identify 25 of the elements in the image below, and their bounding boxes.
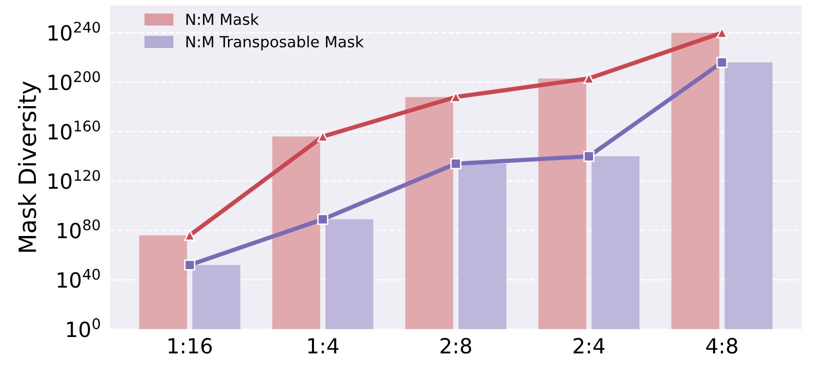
x-tick-label: 4:8 [706,338,738,354]
point [716,56,728,68]
x-tick-label: 2:8 [440,338,472,354]
y-tick-label: 10$^{160}$ [48,120,100,140]
y-tick-label: 10$^{80}$ [58,219,100,238]
y-tick-label: 10$^{200}$ [48,71,100,90]
point [583,150,594,162]
y-axis-title: Mask Diversity [18,81,41,252]
y-tick-label: 10$^{40}$ [58,268,100,288]
x-tick-label: 2:4 [574,338,604,354]
y-tick-label: 10$^{120}$ [48,170,100,190]
y-tick-label: 10$^{0}$ [67,318,100,338]
point [450,158,462,170]
point [583,72,594,84]
legend-label: N:M Mask [186,13,259,26]
x-tick-label: 1:16 [168,338,212,354]
point [317,130,328,142]
x-tick-label: 1:4 [308,338,338,354]
point [184,230,196,241]
point [184,259,196,271]
point [317,214,328,225]
y-tick-label: 10$^{240}$ [48,22,100,41]
point [450,91,462,103]
legend-label: N:M Transposable Mask [186,36,364,50]
point [716,27,728,38]
